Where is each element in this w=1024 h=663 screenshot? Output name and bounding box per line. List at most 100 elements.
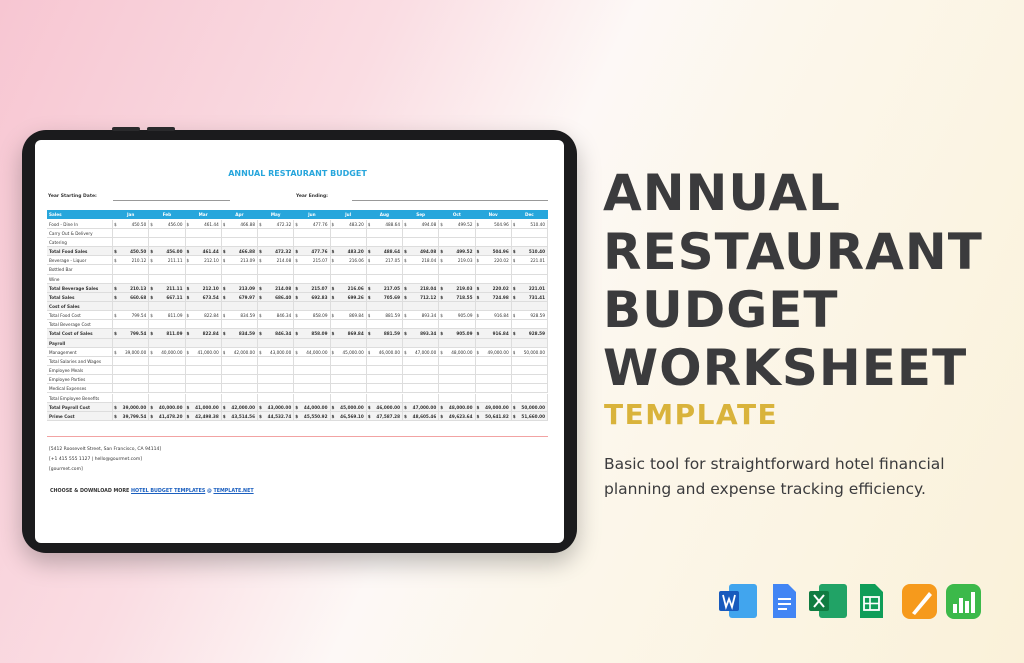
value-cell: $504.96: [475, 247, 512, 257]
amount: 213.09: [240, 258, 255, 264]
currency: $: [222, 331, 226, 337]
currency: $: [440, 285, 444, 291]
currency: $: [512, 313, 516, 319]
tablet-button: [147, 127, 175, 131]
promo-link[interactable]: HOTEL BUDGET TEMPLATES: [131, 489, 206, 494]
amount: 45,550.92: [303, 413, 328, 419]
amount: 712.12: [420, 294, 437, 300]
value-cell: $679.97: [221, 292, 258, 302]
amount: 846.34: [276, 313, 292, 319]
value-cell: $42,498.38: [185, 411, 222, 421]
currency: $: [114, 285, 117, 291]
amount: 216.06: [347, 285, 364, 291]
value-cell: $41,000.00: [185, 347, 222, 357]
amount: 210.13: [130, 285, 147, 291]
amount: 46,000.00: [378, 349, 400, 355]
amount: 472.32: [275, 249, 292, 255]
row-label: Total Food Sales: [47, 247, 113, 257]
value-cell: [403, 228, 440, 238]
value-cell: $211.11: [149, 283, 186, 293]
value-cell: $488.64: [366, 247, 403, 257]
amount: 679.97: [238, 294, 255, 300]
amount: 45,000.00: [342, 349, 364, 355]
currency: $: [295, 285, 299, 291]
value-cell: $472.32: [258, 219, 295, 229]
amount: 48,000.00: [451, 349, 473, 355]
value-cell: $510.40: [511, 247, 548, 257]
value-cell: [113, 393, 150, 403]
amount: 858.09: [312, 313, 328, 319]
value-cell: [439, 338, 476, 348]
amount: 46,569.10: [340, 413, 364, 419]
amount: 483.20: [349, 221, 364, 227]
value-cell: [439, 384, 476, 394]
value-cell: [113, 366, 150, 376]
value-cell: [185, 338, 222, 348]
value-cell: $46,000.00: [366, 347, 403, 357]
currency: $: [331, 294, 335, 300]
amount: 811.09: [167, 313, 183, 319]
amount: 905.09: [456, 331, 473, 337]
description-line: planning and expense tracking efficiency…: [604, 480, 926, 498]
row-label: Management: [47, 347, 113, 357]
amount: 494.08: [420, 249, 437, 255]
value-cell: $39,000.00: [113, 347, 150, 357]
value-cell: [511, 237, 548, 248]
value-cell: [294, 228, 331, 238]
value-cell: $44,532.74: [258, 411, 295, 421]
row-label: Food - Dine In: [47, 219, 113, 229]
tablet-button: [112, 127, 140, 131]
value-cell: [511, 393, 548, 403]
value-cell: [185, 393, 222, 403]
value-cell: $472.32: [258, 247, 295, 257]
currency: $: [440, 249, 444, 255]
value-cell: [185, 265, 222, 275]
value-cell: [149, 375, 186, 385]
value-cell: $44,000.00: [294, 347, 331, 357]
value-cell: [258, 366, 295, 376]
value-cell: $47,000.00: [403, 347, 440, 357]
month-header: Mar: [185, 210, 222, 220]
month-header: Sep: [403, 210, 440, 220]
currency: $: [222, 404, 226, 410]
amount: 510.40: [530, 221, 545, 227]
currency: $: [331, 404, 335, 410]
value-cell: $916.84: [475, 329, 512, 339]
value-cell: [330, 228, 367, 238]
value-cell: $49,623.64: [439, 411, 476, 421]
amount: 869.84: [347, 331, 364, 337]
amount: 461.44: [204, 221, 219, 227]
amount: 916.84: [494, 313, 509, 319]
value-cell: $43,000.00: [258, 347, 295, 357]
currency: $: [186, 285, 190, 291]
value-cell: [113, 274, 150, 284]
row-label: Cost of Sales: [47, 302, 113, 312]
currency: $: [404, 413, 407, 419]
value-cell: [258, 384, 295, 394]
value-cell: [221, 366, 258, 376]
value-cell: [294, 320, 331, 330]
value-cell: [149, 338, 186, 348]
value-cell: [366, 237, 403, 248]
value-cell: $718.55: [439, 292, 476, 302]
currency: $: [222, 294, 226, 300]
value-cell: [149, 384, 186, 394]
value-cell: [366, 302, 403, 312]
amount: 42,000.00: [233, 349, 255, 355]
value-cell: $905.09: [439, 311, 476, 321]
value-cell: [294, 366, 331, 376]
value-cell: $221.01: [511, 256, 548, 266]
value-cell: $46,569.10: [330, 411, 367, 421]
value-cell: [366, 375, 403, 385]
currency: $: [476, 285, 480, 291]
currency: $: [259, 249, 262, 255]
amount: 488.64: [385, 221, 400, 227]
value-cell: [511, 366, 548, 376]
amount: 219.03: [457, 258, 473, 264]
row-label: Total Sales: [47, 292, 113, 302]
year-start-label: Year Starting Date:: [48, 194, 97, 199]
row-label: Total Payroll Cost: [47, 402, 113, 412]
promo-site[interactable]: TEMPLATE.NET: [213, 489, 254, 494]
value-cell: [366, 393, 403, 403]
currency: $: [512, 404, 516, 410]
